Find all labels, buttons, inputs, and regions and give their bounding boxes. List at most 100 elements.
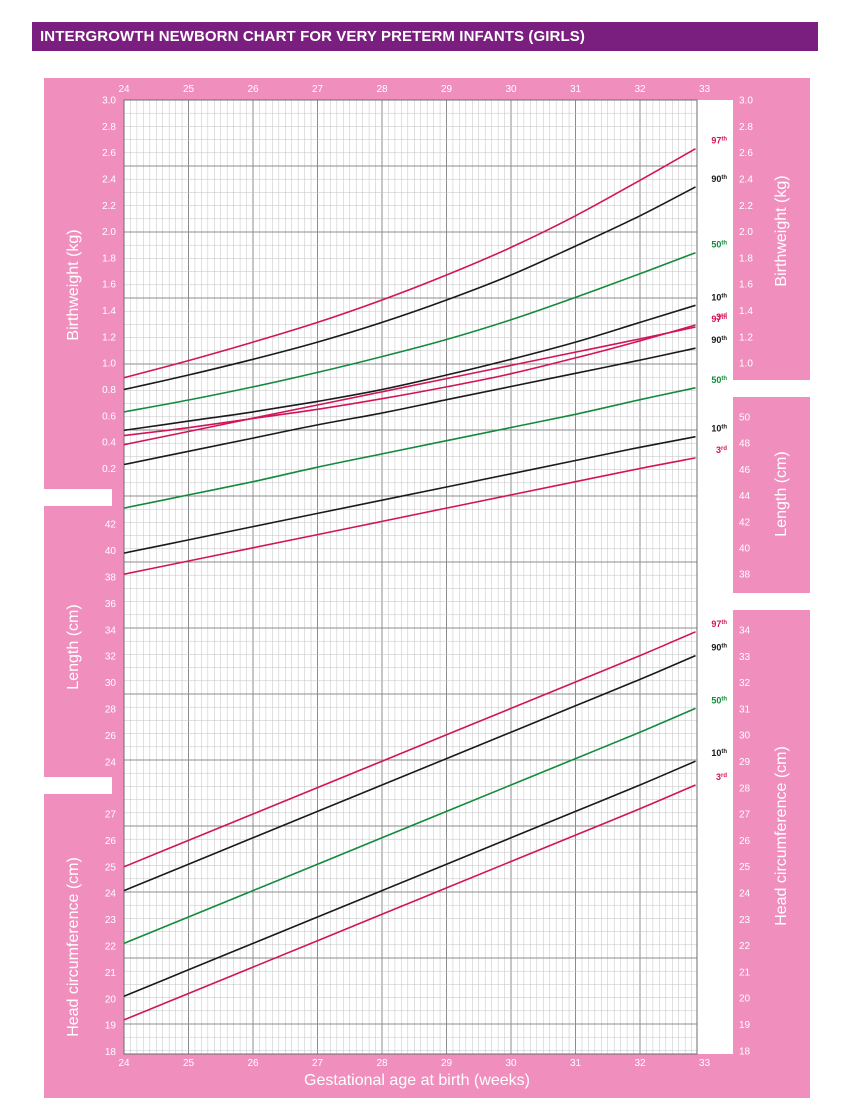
x-tick-label-bottom: 28 <box>376 1058 388 1069</box>
y-tick-label-length-left: 42 <box>105 520 117 531</box>
curve-weight-p3 <box>123 324 696 437</box>
y-tick-label-weight-right: 1.4 <box>739 306 753 317</box>
y-tick-label-weight-right: 2.0 <box>739 227 753 238</box>
curve-length-p90 <box>123 347 696 466</box>
percentile-suffix: th <box>721 749 727 755</box>
y-tick-label-head-left: 22 <box>105 942 117 953</box>
y-tick-label-length-left: 26 <box>105 731 117 742</box>
y-tick-label-head-left: 21 <box>105 968 117 979</box>
y-tick-label-head-right: 31 <box>739 704 751 715</box>
axis-titles: Birthweight (kg) Length (cm) Head circum… <box>65 175 790 1089</box>
percentile-label-length-p90: 90th <box>711 335 727 345</box>
curve-weight-p90 <box>123 186 696 391</box>
y-tick-label-head-left: 20 <box>105 994 117 1005</box>
y-tick-label-length-left: 30 <box>105 678 117 689</box>
curve-head-p3 <box>123 784 696 1021</box>
x-tick-label-bottom: 30 <box>505 1058 517 1069</box>
curve-length-p97 <box>123 326 696 446</box>
percentile-label-head-p97: 97th <box>711 619 727 629</box>
curve-head-p97 <box>123 631 696 868</box>
percentile-number: 3 <box>716 445 721 455</box>
percentile-curves <box>123 148 696 1021</box>
percentile-label-weight-p90: 90th <box>711 174 727 184</box>
right-panel-head <box>733 610 810 1098</box>
y-tick-label-weight-left: 2.2 <box>102 201 116 212</box>
percentile-number: 50 <box>711 695 721 705</box>
x-tick-label-top: 29 <box>441 84 453 95</box>
y-tick-label-head-right: 29 <box>739 757 751 768</box>
y-tick-label-head-left: 19 <box>105 1021 117 1032</box>
percentile-label-weight-p3: 3rd <box>716 312 727 322</box>
percentile-number: 3 <box>716 772 721 782</box>
y-tick-label-head-right: 27 <box>739 810 751 821</box>
axis-title-birthweight-right: Birthweight (kg) <box>773 175 790 286</box>
y-tick-label-head-left: 27 <box>105 810 117 821</box>
plot-border <box>123 99 698 1055</box>
y-tick-label-length-right: 44 <box>739 491 751 502</box>
y-tick-label-weight-left: 2.4 <box>102 174 116 185</box>
curve-length-p3 <box>123 457 696 575</box>
y-tick-label-head-right: 23 <box>739 915 751 926</box>
percentile-suffix: th <box>721 620 727 626</box>
chart-grid <box>123 99 698 1055</box>
y-tick-label-head-right: 22 <box>739 941 751 952</box>
percentile-suffix: th <box>721 696 727 702</box>
y-tick-label-weight-right: 3.0 <box>739 96 753 107</box>
percentile-suffix: rd <box>721 773 727 779</box>
y-tick-label-length-left: 34 <box>105 625 117 636</box>
axis-title-length-right: Length (cm) <box>773 451 790 536</box>
y-tick-label-weight-left: 0.4 <box>102 438 116 449</box>
x-tick-label-bottom: 29 <box>441 1058 453 1069</box>
y-tick-label-weight-left: 1.0 <box>102 359 116 370</box>
percentile-number: 90 <box>711 174 721 184</box>
y-tick-label-length-right: 50 <box>739 413 751 424</box>
percentile-label-head-p50: 50th <box>711 695 727 705</box>
percentile-labels: 97th90th50th10th3rd97th90th50th10th3rd97… <box>711 136 727 782</box>
x-tick-label-bottom: 26 <box>247 1058 259 1069</box>
x-tick-label-top: 28 <box>376 84 388 95</box>
chart-title: INTERGROWTH NEWBORN CHART FOR VERY PRETE… <box>32 22 818 51</box>
curve-head-p10 <box>123 760 696 997</box>
y-tick-label-weight-left: 2.6 <box>102 148 116 159</box>
x-tick-label-top: 31 <box>570 84 582 95</box>
y-tick-label-weight-left: 2.0 <box>102 227 116 238</box>
left-panel-length <box>44 506 124 777</box>
percentile-label-length-p97: 97th <box>711 314 727 324</box>
axis-title-birthweight-left: Birthweight (kg) <box>65 229 82 340</box>
curve-weight-p10 <box>123 304 696 432</box>
y-tick-label-weight-right: 1.2 <box>739 332 753 343</box>
percentile-number: 97 <box>711 314 721 324</box>
y-tick-label-head-right: 30 <box>739 731 751 742</box>
y-tick-label-weight-right: 2.6 <box>739 148 753 159</box>
percentile-suffix: th <box>721 336 727 342</box>
curve-weight-p97 <box>123 148 696 379</box>
curve-head-p50 <box>123 707 696 945</box>
y-tick-label-weight-right: 1.6 <box>739 280 753 291</box>
y-tick-label-head-right: 24 <box>739 889 751 900</box>
y-tick-label-length-left: 32 <box>105 652 117 663</box>
x-tick-label-top: 25 <box>183 84 195 95</box>
right-panel-length <box>733 397 810 593</box>
y-tick-label-head-right: 19 <box>739 1020 751 1031</box>
plot-frame-top <box>112 78 737 100</box>
x-tick-label-top: 30 <box>505 84 517 95</box>
y-tick-label-head-left: 18 <box>105 1047 117 1058</box>
y-tick-label-length-left: 38 <box>105 572 117 583</box>
percentile-number: 97 <box>711 136 721 146</box>
y-tick-label-head-right: 28 <box>739 783 751 794</box>
y-tick-label-weight-left: 3.0 <box>102 96 116 107</box>
percentile-suffix: th <box>721 175 727 181</box>
curve-weight-p50 <box>123 251 696 413</box>
y-tick-label-length-left: 36 <box>105 599 117 610</box>
percentile-label-head-p90: 90th <box>711 643 727 653</box>
axis-title-length-left: Length (cm) <box>65 604 82 689</box>
y-tick-label-length-right: 40 <box>739 544 751 555</box>
percentile-suffix: rd <box>721 313 727 319</box>
y-tick-label-head-right: 25 <box>739 862 751 873</box>
axis-ticks: 2424252526262727282829293030313132323333… <box>102 84 753 1069</box>
left-panel-weight <box>44 78 124 489</box>
right-panel-weight <box>733 78 810 380</box>
y-tick-label-weight-right: 1.0 <box>739 359 753 370</box>
percentile-label-weight-p97: 97th <box>711 136 727 146</box>
y-tick-label-weight-left: 1.2 <box>102 332 116 343</box>
